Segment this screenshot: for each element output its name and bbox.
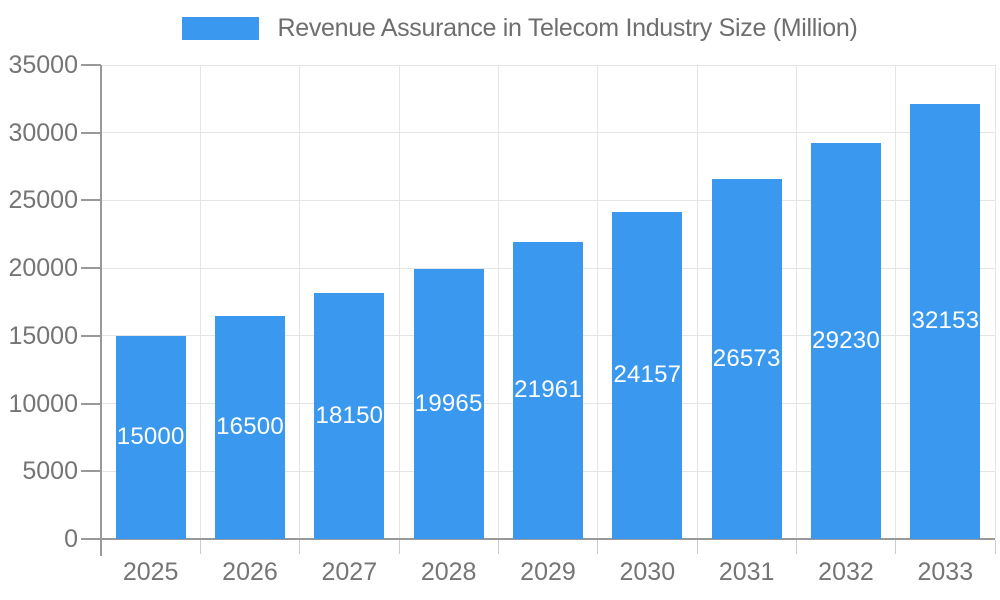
x-axis-tick xyxy=(299,540,301,554)
y-gridline xyxy=(101,199,995,201)
bar-value-label: 21961 xyxy=(514,376,582,404)
x-axis-tick-label: 2028 xyxy=(420,558,477,586)
x-gridline xyxy=(597,65,599,539)
y-axis-tick xyxy=(81,402,101,405)
y-axis-tick xyxy=(81,334,101,337)
bar: 19965 xyxy=(413,268,484,539)
y-axis-tick-label: 10000 xyxy=(8,389,78,418)
bar-value-label: 15000 xyxy=(116,423,185,451)
x-gridline xyxy=(497,65,499,539)
plot-area: 0 5000 10000 15000 20000 25000 30000 35000 15000… xyxy=(8,52,996,586)
x-gridline xyxy=(696,65,698,539)
y-axis-tick xyxy=(81,199,101,202)
x-gridline xyxy=(895,65,897,539)
x-axis-tick xyxy=(497,540,499,554)
x-axis-tick-label: 2029 xyxy=(520,558,576,586)
y-axis-tick-label: 35000 xyxy=(8,51,78,79)
bar: 18150 xyxy=(314,293,385,539)
y-axis-tick-label: 5000 xyxy=(22,457,78,486)
y-axis-tick-label: 15000 xyxy=(8,321,78,350)
y-axis-tick xyxy=(81,538,101,540)
legend-swatch[interactable] xyxy=(182,16,260,40)
x-axis-tick xyxy=(199,540,201,554)
y-gridline xyxy=(101,132,995,134)
y-axis-tick-label: 25000 xyxy=(8,186,78,215)
y-axis-tick-label: 0 xyxy=(64,525,78,553)
y-axis-line xyxy=(100,65,102,556)
x-axis-tick-label: 2033 xyxy=(917,558,974,586)
bar-value-label: 19965 xyxy=(414,389,483,417)
legend-series-label[interactable]: Revenue Assurance in Telecom Industry Si… xyxy=(277,13,858,42)
x-axis-tick-label: 2026 xyxy=(222,558,278,586)
x-axis-tick xyxy=(895,540,897,554)
bar: 15000 xyxy=(115,335,186,539)
x-axis-line xyxy=(101,538,995,540)
bar-value-label: 18150 xyxy=(315,402,384,430)
bar: 29230 xyxy=(811,143,881,539)
x-axis-tick xyxy=(795,540,797,554)
y-axis-tick xyxy=(81,131,101,134)
bar: 32153 xyxy=(910,103,981,539)
x-axis-tick-label: 2030 xyxy=(619,558,676,586)
bar-value-label: 26573 xyxy=(712,345,781,373)
x-axis-tick xyxy=(398,540,400,554)
x-axis-tick-label: 2031 xyxy=(718,558,775,586)
y-gridline xyxy=(101,64,995,66)
x-gridline xyxy=(795,65,797,539)
x-axis-tick-label: 2032 xyxy=(818,558,874,586)
x-axis-tick-label: 2025 xyxy=(122,558,179,586)
x-gridline xyxy=(299,65,301,539)
bar-value-label: 29230 xyxy=(812,327,880,355)
bar-value-label: 32153 xyxy=(911,307,980,335)
bar-value-label: 16500 xyxy=(216,413,284,441)
bar: 21961 xyxy=(513,241,583,539)
y-axis-tick xyxy=(81,64,101,66)
bar: 24157 xyxy=(612,211,683,539)
legend: Revenue Assurance in Telecom Industry Si… xyxy=(0,13,1000,43)
bar: 26573 xyxy=(711,179,782,539)
x-axis-tick xyxy=(994,540,996,554)
y-axis-tick xyxy=(81,470,101,473)
x-gridline xyxy=(199,65,201,539)
y-axis-tick xyxy=(81,267,101,270)
bar-value-label: 24157 xyxy=(613,361,682,389)
x-gridline xyxy=(994,65,996,539)
x-axis-tick xyxy=(597,540,599,554)
x-axis-tick xyxy=(696,540,698,554)
y-axis-tick-label: 30000 xyxy=(8,118,78,147)
y-axis-tick-label: 20000 xyxy=(8,254,78,283)
bar: 16500 xyxy=(215,315,285,539)
x-gridline xyxy=(398,65,400,539)
x-axis-tick-label: 2027 xyxy=(321,558,378,586)
